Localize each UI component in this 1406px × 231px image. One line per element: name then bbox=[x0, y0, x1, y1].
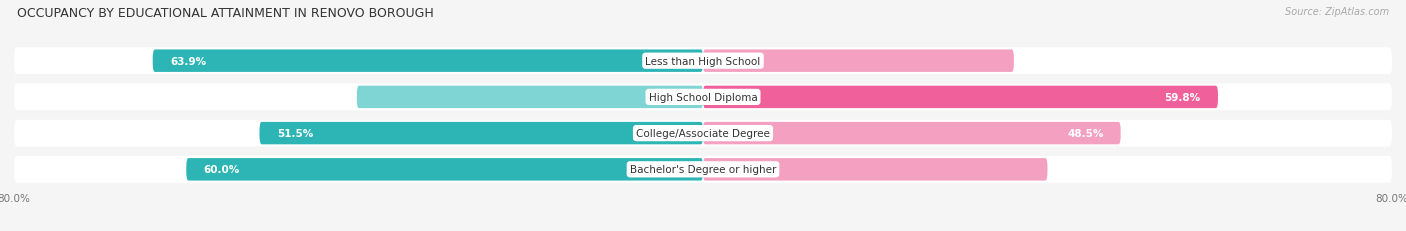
Text: 63.9%: 63.9% bbox=[170, 56, 207, 66]
FancyBboxPatch shape bbox=[14, 120, 1392, 147]
Text: 59.8%: 59.8% bbox=[1164, 92, 1201, 103]
FancyBboxPatch shape bbox=[153, 50, 703, 73]
FancyBboxPatch shape bbox=[14, 48, 1392, 75]
Text: 40.2%: 40.2% bbox=[652, 92, 686, 103]
Text: Less than High School: Less than High School bbox=[645, 56, 761, 66]
Text: 51.5%: 51.5% bbox=[277, 128, 314, 139]
FancyBboxPatch shape bbox=[703, 158, 1047, 181]
Text: 60.0%: 60.0% bbox=[204, 165, 240, 175]
FancyBboxPatch shape bbox=[14, 84, 1392, 111]
FancyBboxPatch shape bbox=[703, 86, 1218, 109]
FancyBboxPatch shape bbox=[357, 86, 703, 109]
FancyBboxPatch shape bbox=[703, 122, 1121, 145]
Text: High School Diploma: High School Diploma bbox=[648, 92, 758, 103]
FancyBboxPatch shape bbox=[703, 50, 1014, 73]
Text: Source: ZipAtlas.com: Source: ZipAtlas.com bbox=[1285, 7, 1389, 17]
Text: Bachelor's Degree or higher: Bachelor's Degree or higher bbox=[630, 165, 776, 175]
Text: College/Associate Degree: College/Associate Degree bbox=[636, 128, 770, 139]
Text: 48.5%: 48.5% bbox=[1067, 128, 1104, 139]
FancyBboxPatch shape bbox=[186, 158, 703, 181]
Text: OCCUPANCY BY EDUCATIONAL ATTAINMENT IN RENOVO BOROUGH: OCCUPANCY BY EDUCATIONAL ATTAINMENT IN R… bbox=[17, 7, 433, 20]
Text: 36.1%: 36.1% bbox=[720, 56, 754, 66]
FancyBboxPatch shape bbox=[260, 122, 703, 145]
FancyBboxPatch shape bbox=[14, 156, 1392, 183]
Text: 40.0%: 40.0% bbox=[720, 165, 754, 175]
